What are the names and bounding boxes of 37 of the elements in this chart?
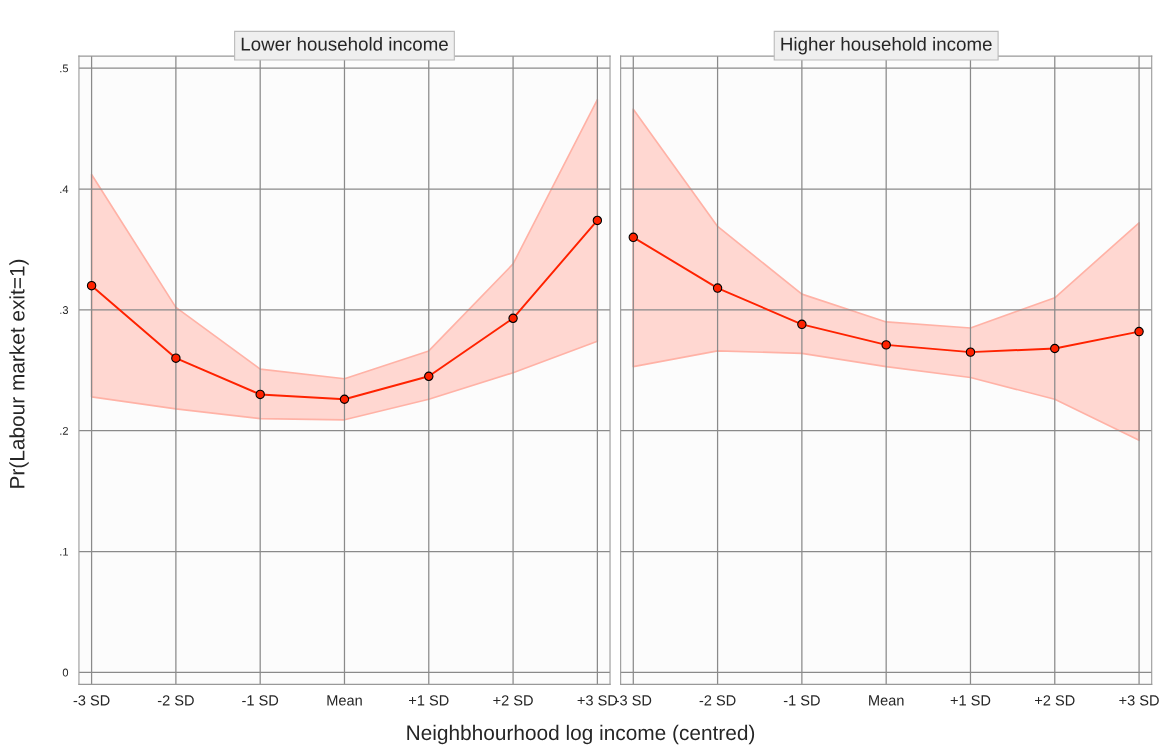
y-tick-label: .1 — [60, 547, 68, 556]
point — [1050, 343, 1060, 354]
point — [339, 394, 350, 404]
x-tick-label: +1 SD — [409, 695, 449, 706]
point — [171, 353, 181, 363]
x-tick-label: +1 SD — [950, 695, 991, 706]
x-tick-label: -3 SD — [73, 695, 110, 706]
x-tick-label: Mean — [869, 695, 904, 706]
point — [1134, 326, 1144, 337]
x-tick-label: +2 SD — [1035, 695, 1075, 706]
x-tick-label: +2 SD — [493, 695, 533, 706]
x-tick-label: -3 SD — [615, 695, 652, 706]
y-tick-label: 0 — [62, 668, 69, 677]
x-axis-title: Neighbhourhood log income (centred) — [407, 724, 755, 745]
y-tick-label: .5 — [60, 64, 69, 73]
chart-title: Higher household income — [781, 36, 992, 55]
x-tick-label: -1 SD — [783, 695, 820, 706]
x-tick-label: -1 SD — [242, 695, 279, 706]
point — [881, 340, 891, 350]
y-tick-label: .4 — [60, 185, 69, 194]
point — [628, 232, 639, 243]
point — [424, 371, 434, 382]
x-tick-label: +3 SD — [1119, 695, 1159, 706]
point — [508, 313, 518, 324]
point — [86, 280, 97, 291]
point — [592, 215, 603, 226]
chart-title: Lower household income — [241, 36, 448, 51]
point — [965, 347, 976, 357]
x-tick-label: -2 SD — [157, 695, 194, 706]
point — [712, 283, 723, 293]
x-tick-label: Mean — [327, 695, 362, 706]
x-tick-label: -2 SD — [699, 695, 736, 706]
y-tick-label: .2 — [60, 426, 68, 435]
y-axis-title: Pr(Labour market exit=1) — [9, 259, 29, 488]
point — [255, 389, 265, 400]
point — [797, 319, 807, 330]
y-tick-label: .3 — [60, 306, 69, 314]
